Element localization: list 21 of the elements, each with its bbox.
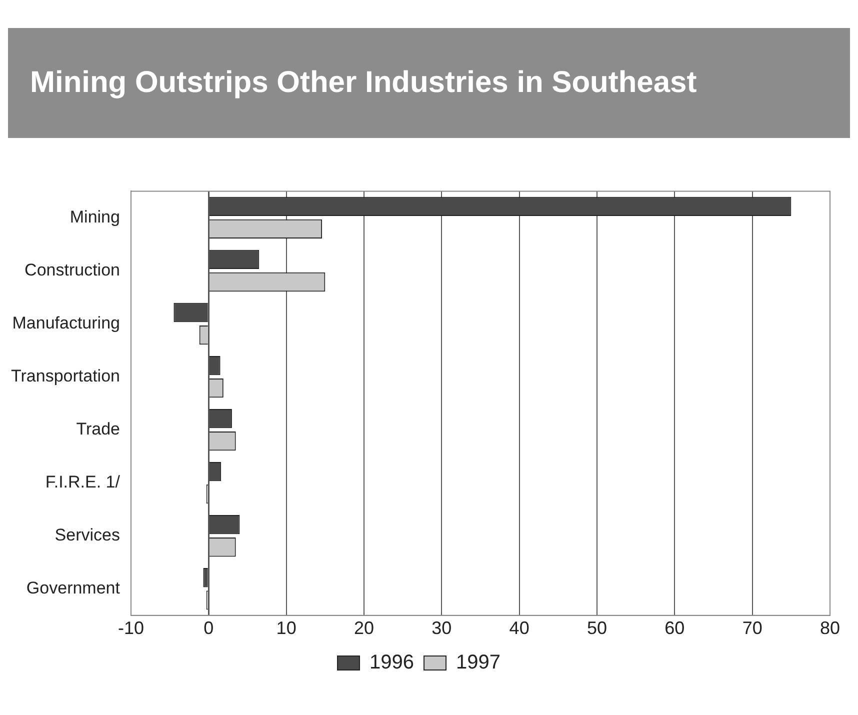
y-tick-label: Manufacturing (12, 313, 120, 332)
y-tick-label: Mining (70, 207, 120, 226)
chart-title: Mining Outstrips Other Industries in Southeast (8, 28, 850, 138)
y-tick-label: Government (26, 578, 120, 598)
y-tick-label: Construction (24, 260, 120, 280)
x-tick-label: 70 (742, 618, 762, 638)
x-tick-label: 0 (204, 618, 214, 638)
x-tick-label: 50 (586, 618, 608, 638)
y-tick-label: F.I.R.E. 1/ (45, 472, 120, 492)
legend-label: 1996 (370, 652, 414, 674)
x-tick-label: 10 (276, 618, 296, 638)
x-tick-label: 80 (820, 618, 840, 638)
y-tick-label: Trade (76, 420, 120, 438)
x-tick-label: -10 (118, 618, 144, 638)
legend-label: 1997 (456, 652, 500, 674)
y-tick-label: Transportation (10, 366, 120, 386)
x-tick-label: 20 (354, 618, 374, 638)
y-tick-label: Services (54, 526, 120, 545)
x-tick-label: 40 (509, 618, 530, 638)
x-tick-label: 30 (432, 618, 452, 638)
x-tick-label: 60 (664, 618, 685, 638)
